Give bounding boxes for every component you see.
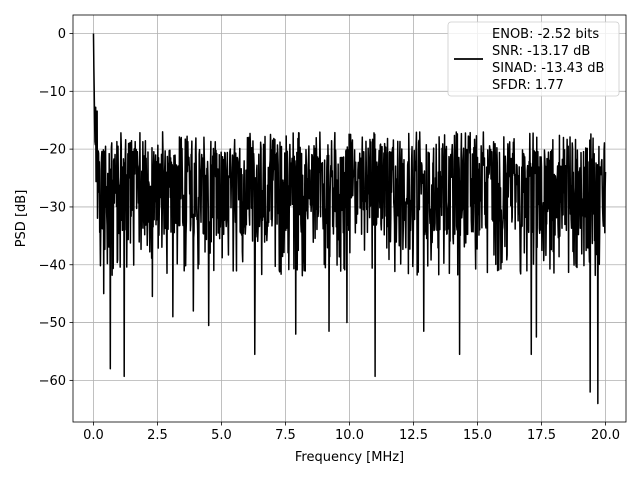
- x-tick-label: 5.0: [211, 428, 232, 443]
- legend-sfdr: SFDR: 1.77: [492, 78, 564, 93]
- y-tick-label: −10: [39, 85, 66, 100]
- x-axis-label: Frequency [MHz]: [295, 450, 404, 465]
- legend-enob: ENOB: -2.52 bits: [492, 27, 599, 42]
- x-tick-label: 15.0: [463, 428, 492, 443]
- legend-sinad: SINAD: -13.43 dB: [492, 61, 604, 76]
- x-tick-label: 7.5: [275, 428, 296, 443]
- x-tick-label: 0.0: [83, 428, 104, 443]
- ticks: 0.0 2.5 5.0 7.5 10.0 12.5 15.0 17.5 20.0 0 −10 −20 −…: [39, 27, 620, 443]
- y-tick-label: −60: [39, 374, 66, 389]
- legend-snr: SNR: -13.17 dB: [492, 44, 590, 59]
- y-tick-label: −50: [39, 316, 66, 331]
- y-tick-label: 0: [58, 27, 66, 42]
- psd-series: [92, 33, 607, 405]
- y-tick-label: −40: [39, 258, 66, 273]
- x-tick-label: 12.5: [399, 428, 428, 443]
- y-axis-label: PSD [dB]: [14, 190, 29, 248]
- x-tick-label: 20.0: [591, 428, 620, 443]
- legend: ENOB: -2.52 bits SNR: -13.17 dB SINAD: -…: [447, 21, 620, 97]
- y-tick-label: −20: [39, 143, 66, 158]
- legend-box: [447, 21, 620, 97]
- x-tick-label: 10.0: [335, 428, 364, 443]
- x-tick-label: 2.5: [147, 428, 168, 443]
- psd-line: [92, 33, 607, 405]
- y-tick-label: −30: [39, 200, 66, 215]
- x-tick-label: 17.5: [527, 428, 556, 443]
